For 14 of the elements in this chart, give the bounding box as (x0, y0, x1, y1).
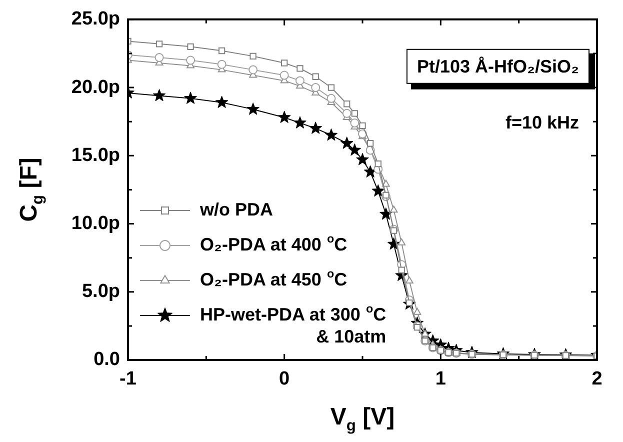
x-tick-label: 0 (279, 368, 290, 390)
y-tick-label: 15.0p (71, 144, 120, 166)
y-tick-label: 0.0 (94, 349, 120, 370)
y-tick-label: 25.0p (71, 8, 120, 30)
legend-label: w/o PDA (199, 199, 274, 220)
y-tick-label: 10.0p (71, 212, 120, 234)
y-tick-label: 5.0p (82, 281, 120, 302)
y-axis-title: Cg [F] (16, 158, 47, 222)
annotation: Pt/103 Å-HfO₂/SiO₂ (416, 56, 580, 76)
x-tick-label: 1 (435, 368, 446, 390)
x-tick-label: -1 (120, 368, 137, 390)
annotation: f=10 kHz (505, 112, 580, 132)
y-tick-label: 20.0p (71, 76, 120, 98)
x-tick-label: 2 (592, 368, 602, 390)
